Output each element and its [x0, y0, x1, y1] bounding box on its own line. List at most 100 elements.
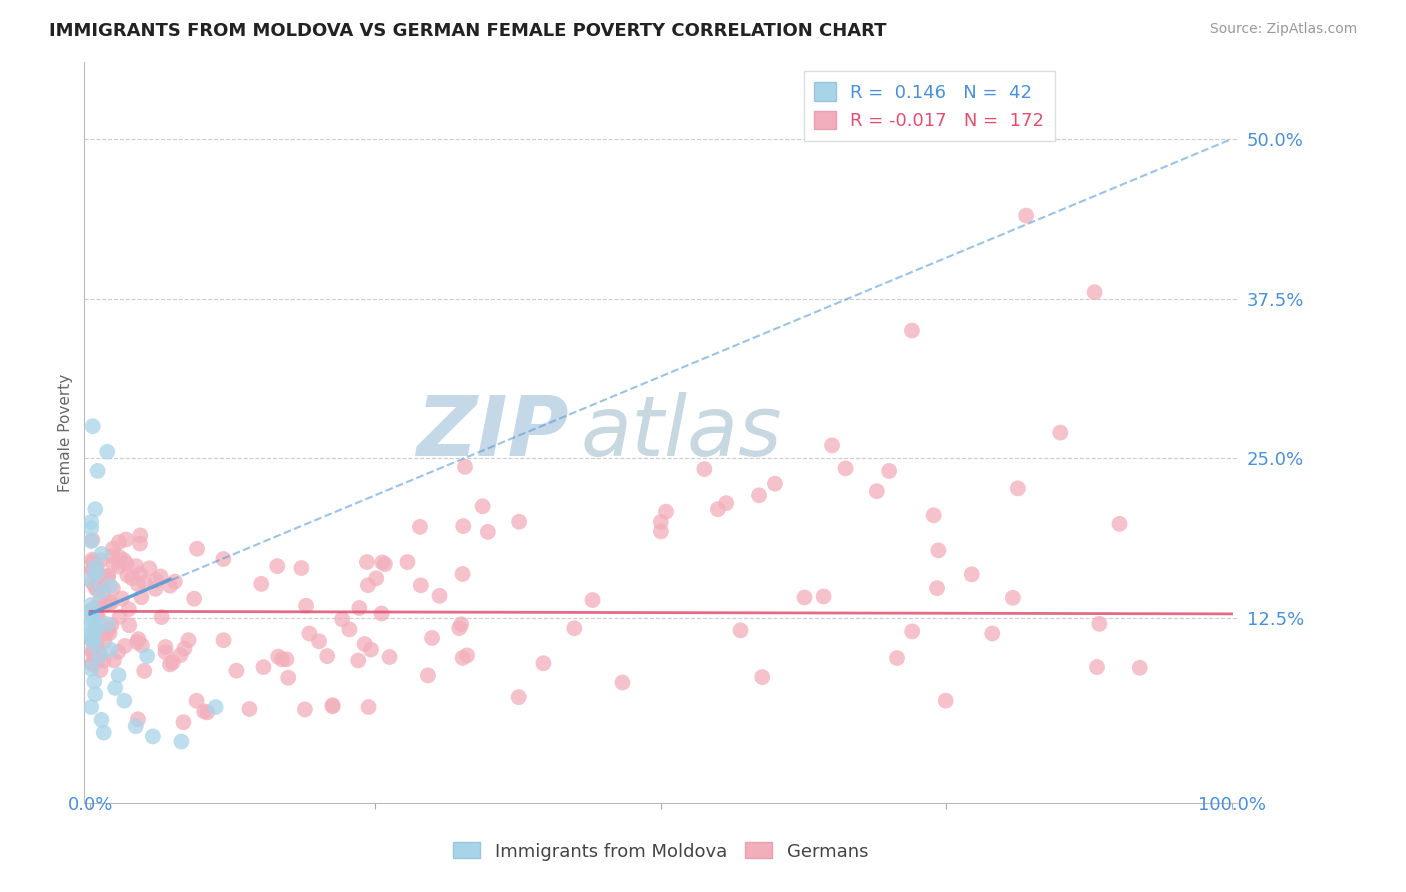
Point [87, 612, 110, 626]
Point [94, 597, 117, 611]
Point [562, 621, 585, 635]
Point [169, 648, 191, 662]
Point [360, 642, 382, 657]
Text: 100.0%: 100.0% [1198, 797, 1265, 814]
Point [277, 671, 299, 685]
Point [112, 694, 135, 708]
Point [82, 647, 104, 661]
Point [612, 675, 634, 690]
Point [80, 620, 103, 634]
Point [82, 656, 104, 670]
Point [84, 580, 107, 594]
Point [308, 634, 330, 648]
Point [100, 618, 122, 632]
Point [82, 564, 104, 578]
Point [238, 702, 260, 716]
Point [117, 568, 139, 582]
Point [866, 484, 889, 499]
Point [730, 624, 752, 638]
Point [922, 508, 945, 523]
Point [84, 559, 107, 574]
Point [80, 662, 103, 676]
Point [193, 705, 215, 719]
Point [186, 541, 208, 556]
Point [276, 652, 298, 666]
Point [127, 577, 149, 591]
Point [969, 120, 991, 134]
Point [115, 533, 138, 547]
Point [366, 571, 388, 585]
Point [451, 651, 474, 665]
Point [454, 459, 477, 474]
Point [371, 555, 394, 569]
Point [707, 502, 730, 516]
Point [89, 647, 111, 661]
Point [960, 567, 983, 582]
Point [82, 617, 104, 632]
Point [204, 700, 226, 714]
Point [131, 639, 153, 653]
Point [86, 464, 108, 478]
Point [294, 702, 316, 716]
Point [212, 633, 235, 648]
Point [100, 596, 122, 610]
Point [1088, 616, 1111, 631]
Point [821, 438, 844, 452]
Point [150, 610, 173, 624]
Point [89, 594, 111, 608]
Point [108, 550, 131, 565]
Point [134, 664, 156, 678]
Point [83, 624, 105, 638]
Point [170, 734, 193, 748]
Point [138, 561, 160, 575]
Point [107, 668, 129, 682]
Point [80, 604, 103, 618]
Point [378, 650, 401, 665]
Point [1129, 661, 1152, 675]
Point [508, 515, 530, 529]
Point [155, 645, 177, 659]
Point [115, 557, 138, 571]
Point [136, 648, 159, 663]
Point [159, 579, 181, 593]
Point [655, 505, 678, 519]
Point [751, 670, 773, 684]
Point [82, 552, 104, 566]
Point [250, 577, 273, 591]
Point [86, 582, 108, 597]
Point [1085, 660, 1108, 674]
Point [901, 324, 924, 338]
Point [271, 652, 294, 666]
Point [97, 622, 120, 636]
Point [84, 502, 107, 516]
Point [925, 581, 948, 595]
Point [96, 617, 118, 632]
Point [162, 656, 184, 670]
Point [90, 553, 112, 567]
Point [127, 632, 149, 647]
Point [128, 566, 150, 581]
Point [693, 462, 716, 476]
Point [451, 566, 474, 581]
Point [89, 585, 111, 599]
Point [111, 591, 134, 606]
Point [90, 547, 112, 561]
Point [82, 575, 104, 590]
Point [98, 579, 121, 593]
Point [267, 649, 290, 664]
Point [339, 623, 361, 637]
Point [82, 611, 104, 625]
Point [356, 555, 378, 569]
Point [80, 573, 103, 587]
Point [80, 627, 103, 641]
Point [451, 519, 474, 533]
Point [101, 582, 124, 596]
Point [108, 535, 131, 549]
Point [87, 571, 110, 585]
Point [83, 613, 105, 627]
Point [97, 569, 120, 583]
Point [370, 607, 392, 621]
Point [374, 557, 396, 571]
Point [1015, 209, 1038, 223]
Point [112, 553, 135, 567]
